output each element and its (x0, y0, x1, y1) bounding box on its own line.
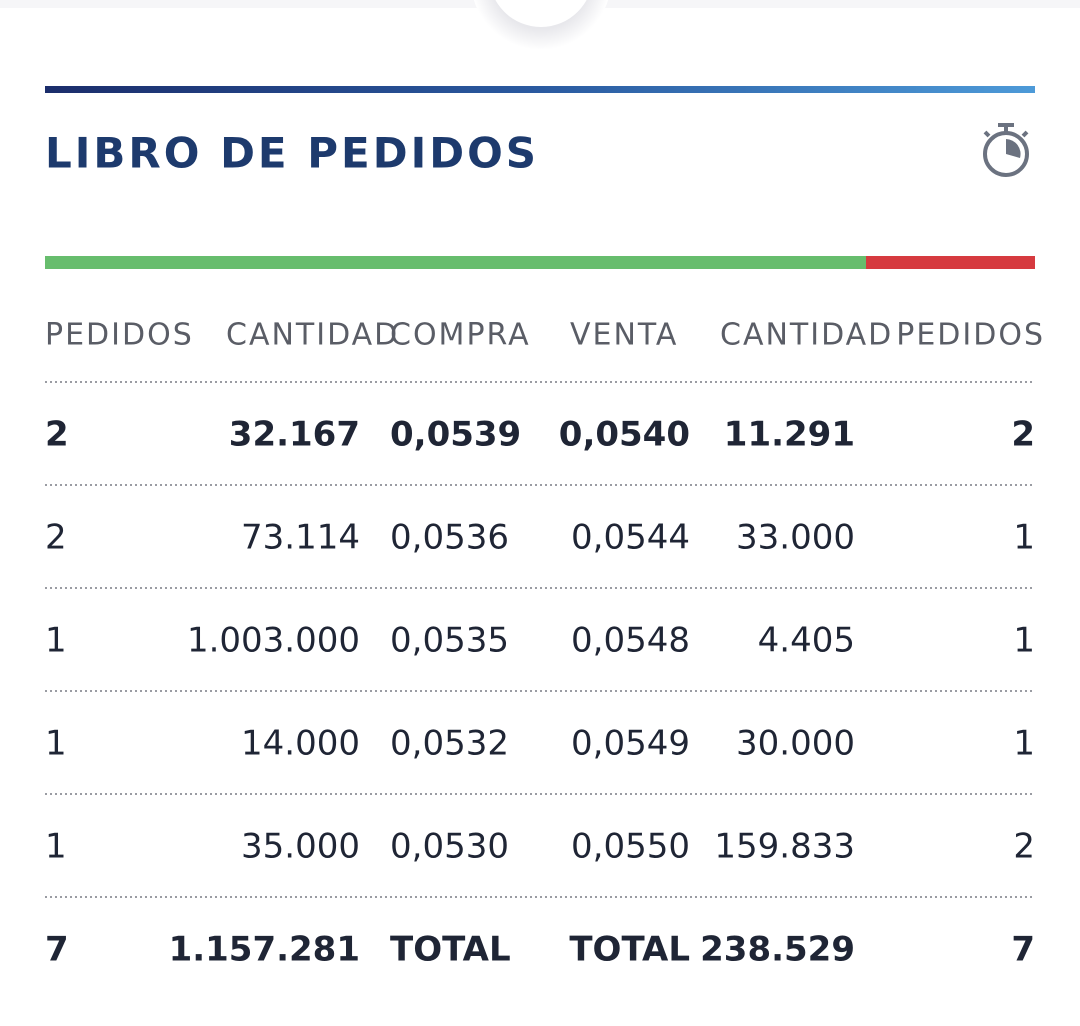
table-cell: 0,0530 (390, 827, 509, 867)
table-cell: 0,0536 (390, 518, 509, 558)
table-cell: 1 (45, 724, 67, 764)
table-cell: 7 (1011, 930, 1035, 970)
table-cell: 30.000 (736, 724, 855, 764)
table-cell: 73.114 (241, 518, 360, 558)
table-cell: 0,0532 (390, 724, 509, 764)
table-cell: 0,0539 (390, 415, 521, 455)
table-cell: 35.000 (241, 827, 360, 867)
table-cell: 0,0548 (571, 621, 690, 661)
column-header: CANTIDAD (720, 318, 893, 353)
bid-bar (45, 256, 866, 269)
column-header: PEDIDOS (45, 318, 194, 353)
table-cell: 32.167 (229, 415, 360, 455)
column-header: PEDIDOS (896, 318, 1045, 353)
table-cell: 0,0549 (571, 724, 690, 764)
table-cell: 14.000 (241, 724, 360, 764)
timer-icon[interactable] (983, 123, 1029, 177)
table-cell: 1.003.000 (187, 621, 360, 661)
table-cell: 2 (1013, 827, 1035, 867)
table-cell: 2 (1011, 415, 1035, 455)
table-cell: 1.157.281 (169, 930, 360, 970)
table-cell: 0,0535 (390, 621, 509, 661)
header-bar (45, 86, 1035, 93)
table-cell: 2 (45, 518, 67, 558)
table-cell: 0,0550 (571, 827, 690, 867)
table-cell: 11.291 (724, 415, 855, 455)
table-cell: 7 (45, 930, 69, 970)
table-cell: 1 (1013, 724, 1035, 764)
table-cell: 0,0540 (559, 415, 690, 455)
table-cell: TOTAL (390, 930, 511, 970)
table-cell: 2 (45, 415, 69, 455)
ask-bar (866, 256, 1035, 269)
table-cell: 238.529 (700, 930, 855, 970)
column-header: CANTIDAD (226, 318, 399, 353)
table-cell: 1 (1013, 621, 1035, 661)
table-cell: 0,0544 (571, 518, 690, 558)
table-cell: 1 (45, 827, 67, 867)
table-cell: 4.405 (758, 621, 855, 661)
column-header: COMPRA (390, 318, 531, 353)
table-cell: 159.833 (714, 827, 855, 867)
table-cell: 1 (1013, 518, 1035, 558)
table-cell: 33.000 (736, 518, 855, 558)
handle (495, 0, 587, 27)
table-cell: 1 (45, 621, 67, 661)
table-cell: TOTAL (569, 930, 690, 970)
column-header: VENTA (570, 318, 678, 353)
section-title: LIBRO DE PEDIDOS (45, 129, 539, 178)
